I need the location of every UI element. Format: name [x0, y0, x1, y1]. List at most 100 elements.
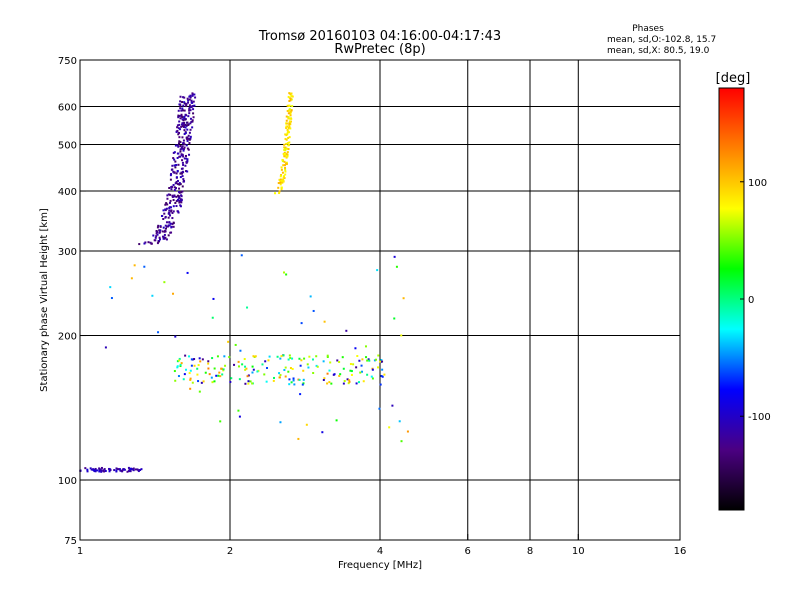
data-point	[343, 380, 346, 383]
data-point	[285, 122, 288, 125]
data-point	[312, 309, 315, 312]
colorbar-label: [deg]	[716, 71, 751, 86]
data-point	[288, 92, 291, 95]
data-point	[138, 243, 141, 246]
data-point	[178, 191, 181, 194]
data-point	[366, 359, 369, 362]
data-point	[132, 468, 135, 471]
data-point	[181, 153, 184, 156]
data-point	[157, 331, 160, 334]
data-point	[169, 222, 172, 225]
data-point	[186, 128, 189, 131]
data-point	[128, 469, 131, 472]
data-point	[86, 468, 89, 471]
data-point	[371, 377, 374, 380]
data-point	[178, 120, 181, 123]
data-point	[179, 95, 182, 98]
data-point	[180, 172, 183, 175]
data-point	[315, 355, 318, 358]
data-point	[360, 364, 363, 367]
data-point	[171, 194, 174, 197]
data-point	[381, 375, 384, 378]
data-point	[284, 375, 287, 378]
data-point	[237, 409, 240, 412]
data-point	[182, 155, 185, 158]
data-point	[182, 378, 185, 381]
data-point	[289, 93, 292, 96]
data-point	[279, 178, 282, 181]
data-point	[184, 118, 187, 121]
data-point	[94, 470, 97, 473]
data-point	[188, 153, 191, 156]
data-point	[278, 376, 281, 379]
data-point	[98, 468, 101, 471]
y-tick-label: 75	[64, 536, 77, 547]
data-point	[282, 176, 285, 179]
data-point	[188, 108, 191, 111]
data-point	[298, 357, 301, 360]
data-point	[281, 171, 284, 174]
data-point	[188, 112, 191, 115]
data-point	[168, 206, 171, 209]
data-point	[170, 231, 173, 234]
data-point	[171, 222, 174, 225]
data-point	[347, 382, 350, 385]
data-point	[316, 365, 319, 368]
data-point	[183, 129, 186, 132]
data-point	[288, 122, 291, 125]
data-point	[285, 153, 288, 156]
data-point	[157, 240, 160, 243]
data-point	[285, 142, 288, 145]
data-point	[185, 105, 188, 108]
data-point	[322, 360, 325, 363]
data-point	[168, 186, 171, 189]
y-ticks: 75 100 200 300 400 500 600 750	[58, 56, 86, 547]
data-point	[185, 170, 188, 173]
data-point	[177, 133, 180, 136]
data-point	[157, 224, 160, 227]
data-point	[278, 372, 281, 375]
data-point	[183, 117, 186, 120]
data-point	[174, 160, 177, 163]
data-point	[288, 104, 291, 107]
data-point	[143, 242, 146, 245]
data-point	[177, 116, 180, 119]
data-point	[176, 144, 179, 147]
data-point	[187, 134, 190, 137]
data-point	[284, 170, 287, 173]
data-point	[338, 360, 341, 363]
data-point	[183, 146, 186, 149]
data-point	[187, 148, 190, 151]
data-point	[328, 381, 331, 384]
data-point	[189, 128, 192, 131]
data-point	[187, 101, 190, 104]
data-point	[283, 146, 286, 149]
y-tick-label: 750	[58, 56, 77, 67]
data-point	[219, 420, 222, 423]
data-point	[286, 104, 289, 107]
data-point	[352, 363, 355, 366]
colorbar-tick-label: 100	[748, 178, 767, 189]
data-point	[134, 468, 137, 471]
data-point	[164, 230, 167, 233]
data-point	[283, 151, 286, 154]
data-point	[186, 138, 189, 141]
data-point	[162, 237, 165, 240]
data-point	[123, 468, 126, 471]
data-point	[137, 470, 140, 473]
data-point	[193, 364, 196, 367]
data-point	[284, 166, 287, 169]
data-point	[158, 238, 161, 241]
x-tick-label: 16	[674, 546, 687, 557]
y-tick-label: 100	[58, 476, 77, 487]
x-tick-label: 1	[77, 546, 83, 557]
data-point	[183, 101, 186, 104]
data-point	[182, 139, 185, 142]
data-point	[175, 176, 178, 179]
data-point	[187, 99, 190, 102]
data-point	[175, 182, 178, 185]
data-point	[100, 469, 103, 472]
data-point	[168, 224, 171, 227]
data-point	[285, 134, 288, 137]
colorbar-tick-label: 0	[748, 295, 754, 306]
